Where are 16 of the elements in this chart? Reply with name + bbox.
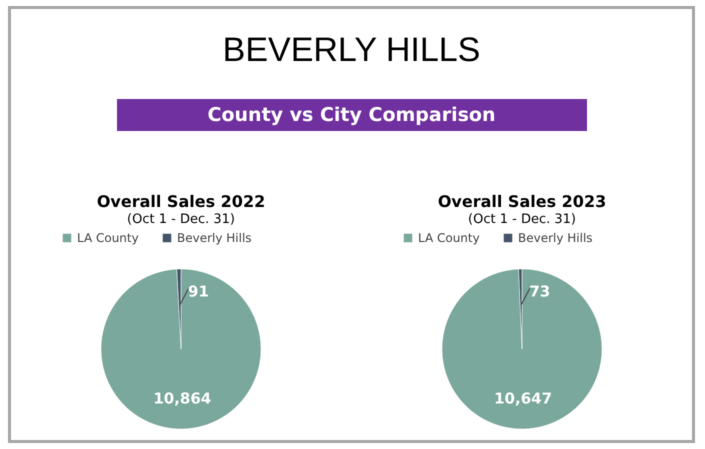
- pie-slice: [101, 268, 262, 430]
- chart-subtitle: (Oct 1 - Dec. 31): [468, 212, 576, 227]
- legend-label: LA County: [77, 231, 139, 245]
- chart-title: Overall Sales 2023: [438, 192, 606, 211]
- chart-title: Overall Sales 2022: [97, 192, 266, 211]
- chart-subtitle: (Oct 1 - Dec. 31): [127, 212, 236, 227]
- text: County vs City Comparison: [116, 99, 586, 131]
- data-label: 10,864: [154, 390, 212, 408]
- pie-slice: [441, 268, 602, 430]
- data-label: 91: [188, 282, 210, 300]
- legend-label: Beverly Hills: [177, 231, 252, 245]
- legend-label: LA County: [418, 231, 480, 245]
- data-label: 10,647: [494, 390, 552, 408]
- text: BEVERLY HILLS: [222, 31, 482, 71]
- legend-label: Beverly Hills: [518, 231, 592, 245]
- data-label: 73: [529, 282, 550, 300]
